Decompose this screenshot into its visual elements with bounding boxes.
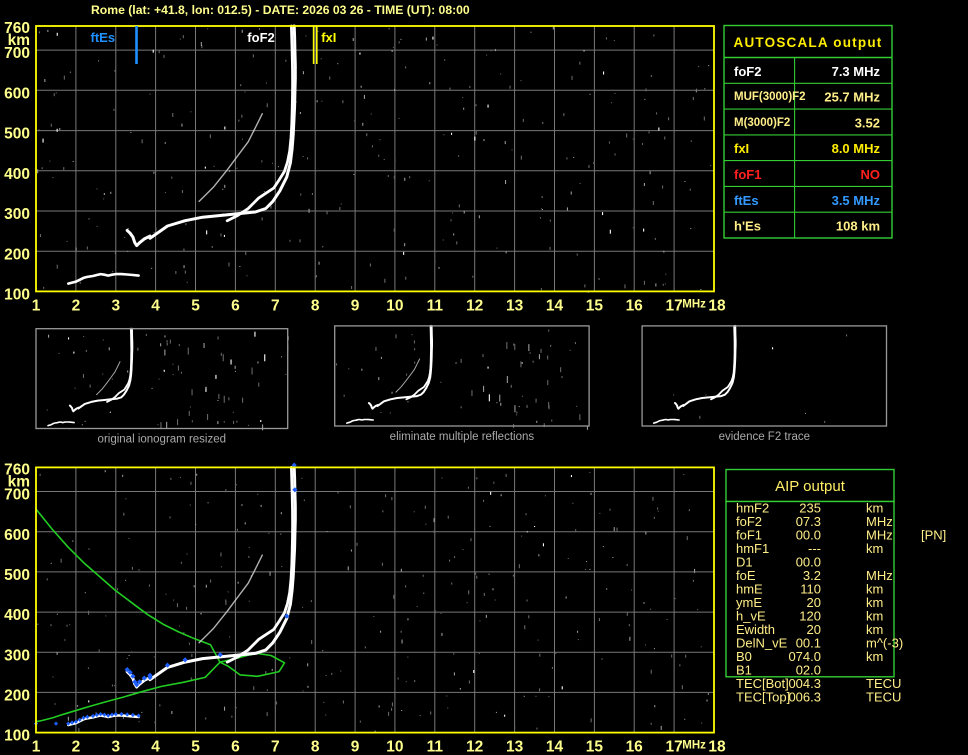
svg-text:3: 3 bbox=[111, 297, 120, 314]
svg-text:3.5 MHz: 3.5 MHz bbox=[832, 193, 881, 208]
svg-text:7: 7 bbox=[271, 739, 280, 755]
svg-text:5: 5 bbox=[191, 739, 200, 755]
svg-text:fxI: fxI bbox=[321, 30, 336, 45]
svg-text:100: 100 bbox=[4, 287, 30, 304]
svg-text:600: 600 bbox=[4, 527, 30, 544]
svg-text:14: 14 bbox=[546, 297, 564, 314]
svg-text:2: 2 bbox=[72, 297, 81, 314]
svg-text:11: 11 bbox=[427, 297, 444, 314]
svg-text:5: 5 bbox=[191, 297, 200, 314]
svg-text:foF1: foF1 bbox=[734, 167, 761, 182]
svg-text:foF2: foF2 bbox=[247, 30, 274, 45]
svg-text:14: 14 bbox=[546, 739, 564, 755]
svg-text:MHz: MHz bbox=[682, 298, 706, 310]
svg-text:7.3 MHz: 7.3 MHz bbox=[832, 64, 881, 79]
svg-text:200: 200 bbox=[4, 688, 30, 705]
svg-text:AIP output: AIP output bbox=[775, 478, 846, 495]
svg-text:1: 1 bbox=[32, 297, 41, 314]
svg-text:13: 13 bbox=[506, 297, 524, 314]
svg-text:17: 17 bbox=[665, 739, 682, 755]
svg-text:4: 4 bbox=[151, 739, 160, 755]
svg-text:7: 7 bbox=[271, 297, 280, 314]
svg-text:km: km bbox=[866, 541, 883, 556]
svg-text:25.7 MHz: 25.7 MHz bbox=[824, 90, 880, 105]
svg-text:fxI: fxI bbox=[734, 141, 749, 156]
svg-text:500: 500 bbox=[4, 567, 30, 584]
svg-text:500: 500 bbox=[4, 126, 30, 143]
svg-text:10: 10 bbox=[386, 297, 403, 314]
svg-text:300: 300 bbox=[4, 206, 30, 223]
svg-text:9: 9 bbox=[351, 739, 360, 755]
svg-text:400: 400 bbox=[4, 166, 30, 183]
svg-text:Rome (lat: +41.8, lon: 012.5): Rome (lat: +41.8, lon: 012.5) - DATE: 20… bbox=[91, 3, 470, 17]
svg-text:original ionogram resized: original ionogram resized bbox=[98, 434, 226, 446]
svg-text:8: 8 bbox=[311, 297, 320, 314]
svg-text:200: 200 bbox=[4, 246, 30, 263]
svg-text:ftEs: ftEs bbox=[91, 30, 116, 45]
svg-text:4: 4 bbox=[151, 297, 160, 314]
svg-text:TECU: TECU bbox=[866, 690, 901, 705]
svg-text:[PN]: [PN] bbox=[921, 528, 946, 543]
svg-text:400: 400 bbox=[4, 607, 30, 624]
svg-text:TEC[Top]: TEC[Top] bbox=[736, 690, 790, 705]
svg-text:18: 18 bbox=[708, 739, 726, 755]
svg-text:km: km bbox=[866, 649, 883, 664]
svg-text:700: 700 bbox=[4, 487, 30, 504]
svg-text:12: 12 bbox=[466, 739, 483, 755]
svg-text:600: 600 bbox=[4, 85, 30, 102]
svg-text:15: 15 bbox=[586, 739, 604, 755]
svg-text:10: 10 bbox=[386, 739, 403, 755]
svg-text:AUTOSCALA output: AUTOSCALA output bbox=[734, 35, 883, 50]
svg-text:MUF(3000)F2: MUF(3000)F2 bbox=[734, 91, 806, 103]
svg-text:MHz: MHz bbox=[682, 740, 706, 752]
svg-text:12: 12 bbox=[466, 297, 483, 314]
svg-text:h'Es: h'Es bbox=[734, 219, 761, 234]
svg-text:evidence F2 trace: evidence F2 trace bbox=[719, 431, 810, 443]
svg-text:8.0 MHz: 8.0 MHz bbox=[832, 141, 881, 156]
svg-text:3: 3 bbox=[111, 739, 120, 755]
svg-text:006.3: 006.3 bbox=[788, 690, 821, 705]
svg-text:1: 1 bbox=[32, 739, 41, 755]
svg-text:6: 6 bbox=[231, 739, 240, 755]
svg-text:700: 700 bbox=[4, 45, 30, 62]
svg-text:6: 6 bbox=[231, 297, 240, 314]
svg-text:17: 17 bbox=[665, 297, 682, 314]
svg-text:2: 2 bbox=[72, 739, 81, 755]
svg-text:M(3000)F2: M(3000)F2 bbox=[734, 117, 790, 129]
svg-text:108 km: 108 km bbox=[836, 219, 880, 234]
svg-text:300: 300 bbox=[4, 647, 30, 664]
svg-text:eliminate multiple reflections: eliminate multiple reflections bbox=[390, 431, 535, 443]
svg-text:8: 8 bbox=[311, 739, 320, 755]
svg-text:13: 13 bbox=[506, 739, 524, 755]
svg-text:15: 15 bbox=[586, 297, 604, 314]
svg-text:9: 9 bbox=[351, 297, 360, 314]
svg-text:16: 16 bbox=[626, 297, 644, 314]
svg-text:11: 11 bbox=[427, 739, 444, 755]
svg-text:3.52: 3.52 bbox=[855, 116, 880, 131]
svg-text:foF2: foF2 bbox=[734, 64, 761, 79]
svg-text:100: 100 bbox=[4, 728, 30, 745]
svg-text:18: 18 bbox=[708, 297, 726, 314]
svg-text:NO: NO bbox=[861, 167, 881, 182]
svg-text:16: 16 bbox=[626, 739, 644, 755]
svg-text:ftEs: ftEs bbox=[734, 193, 759, 208]
